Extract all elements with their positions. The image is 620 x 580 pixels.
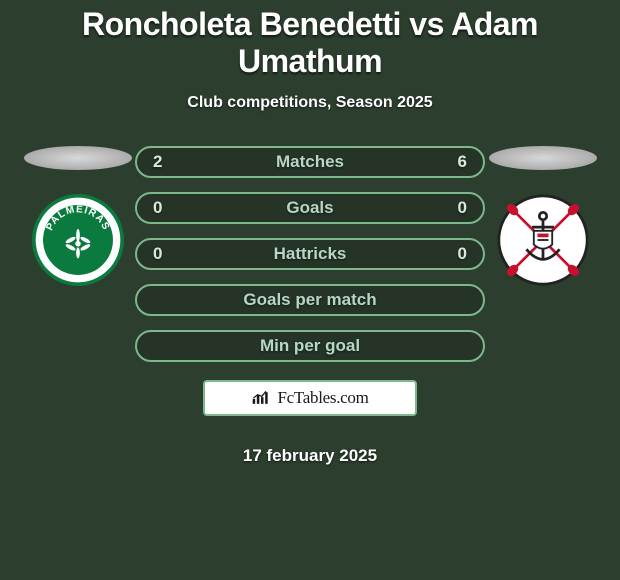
stat-label: Goals per match	[243, 290, 376, 310]
team-right	[485, 146, 600, 286]
stat-row-hattricks: 0 Hattricks 0	[135, 238, 485, 270]
team-left: PALMEIRAS	[20, 146, 135, 286]
stats-list: 2 Matches 6 0 Goals 0 0 Hattricks 0 Goal…	[135, 146, 485, 466]
subtitle: Club competitions, Season 2025	[20, 94, 600, 112]
stat-right-value: 0	[443, 244, 467, 264]
stat-right-value: 6	[443, 152, 467, 172]
brand-box[interactable]: FcTables.com	[203, 380, 417, 416]
stat-row-goals: 0 Goals 0	[135, 192, 485, 224]
stat-right-value: 0	[443, 198, 467, 218]
player-placeholder-left	[24, 146, 132, 170]
corinthians-crest-icon	[497, 194, 589, 286]
team-badge-left: PALMEIRAS	[32, 194, 124, 286]
date-text: 17 february 2025	[243, 446, 377, 466]
player-placeholder-right	[489, 146, 597, 170]
stat-left-value: 0	[153, 244, 177, 264]
stat-row-gpm: Goals per match	[135, 284, 485, 316]
stat-label: Min per goal	[260, 336, 360, 356]
palmeiras-crest-icon: PALMEIRAS	[32, 194, 124, 286]
stat-left-value: 2	[153, 152, 177, 172]
stat-row-mpg: Min per goal	[135, 330, 485, 362]
stat-label: Matches	[276, 152, 344, 172]
stat-row-matches: 2 Matches 6	[135, 146, 485, 178]
bar-chart-icon	[251, 390, 271, 406]
stat-label: Hattricks	[274, 244, 347, 264]
comparison-panel: PALMEIRAS	[20, 146, 600, 466]
page-title: Roncholeta Benedetti vs Adam Umathum	[20, 6, 600, 80]
stat-left-value: 0	[153, 198, 177, 218]
brand-text: FcTables.com	[277, 388, 368, 408]
stat-label: Goals	[286, 198, 333, 218]
team-badge-right	[497, 194, 589, 286]
